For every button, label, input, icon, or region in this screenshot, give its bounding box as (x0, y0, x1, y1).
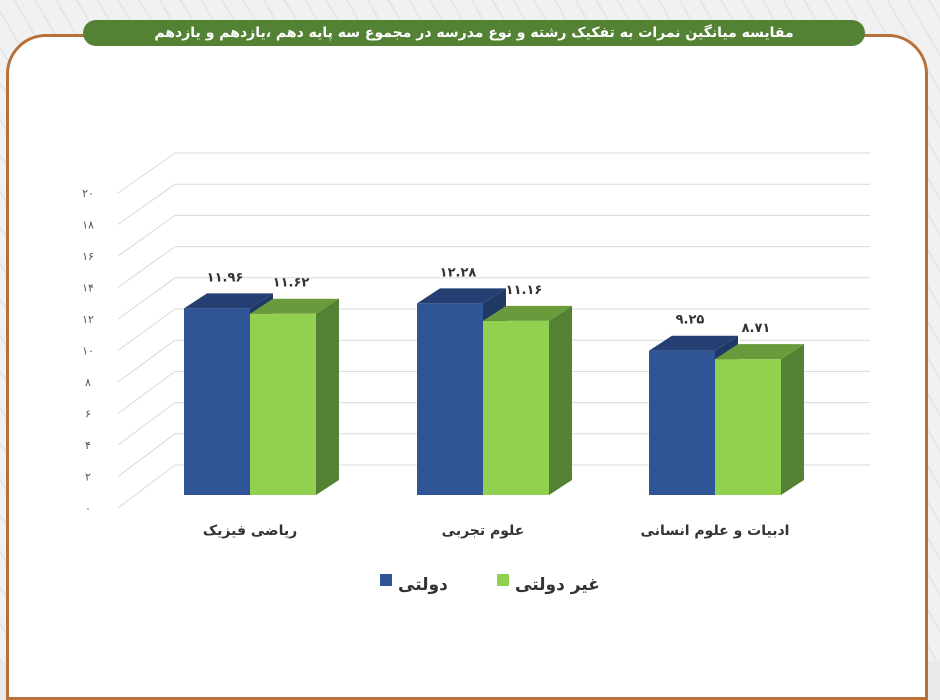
gridline-depth (117, 402, 176, 446)
bar-top (483, 305, 572, 321)
bar-side (316, 298, 339, 495)
gridline-depth (117, 339, 176, 383)
legend-label: غیر دولتی (515, 575, 600, 595)
bar-side (549, 305, 572, 495)
data-label: ۸.۷۱ (742, 321, 771, 336)
y-tick-label: ۱۸ (82, 219, 94, 232)
bar-top (715, 344, 804, 360)
y-tick-label: ۲ (85, 471, 91, 484)
gridline-depth (117, 152, 176, 194)
bar-top (250, 298, 339, 314)
gridline-depth (117, 183, 176, 225)
x-category-label: ادبیات و علوم انسانی (641, 523, 790, 539)
gridline-depth (117, 277, 176, 320)
legend-swatch (380, 574, 392, 586)
gridline-depth (117, 370, 176, 414)
gridline-depth (117, 433, 176, 477)
bar (417, 303, 483, 495)
x-category-label: علوم تجربی (442, 523, 525, 539)
data-label: ۹.۲۵ (676, 313, 705, 328)
gridline-depth (117, 308, 176, 351)
data-label: ۱۱.۱۶ (506, 283, 543, 298)
x-category-label: ریاضی فیزیک (203, 523, 297, 539)
data-label: ۱۲.۲۸ (440, 265, 477, 280)
y-tick-label: ۱۰ (82, 345, 94, 358)
bar-top (649, 335, 738, 351)
y-tick-label: ۱۶ (82, 250, 94, 263)
legend-label: دولتی (398, 575, 448, 595)
bar-chart: ۰ ۲ ۴ ۶ ۸ ۱۰ ۱۲ ۱۴ ۱۶ ۱۸ ۲۰ ۱۱.۹۶ ۱۱.۶۲ ریاضی فیزیک ۱۲… (82, 152, 870, 595)
y-tick-label: ۰ (85, 502, 91, 515)
y-tick-label: ۴ (85, 439, 91, 452)
bar (715, 359, 781, 495)
bar-side (781, 344, 804, 495)
gridline-depth (117, 214, 176, 257)
gridline-depth (117, 464, 176, 509)
legend-swatch (497, 574, 509, 586)
bar (250, 313, 316, 495)
data-label: ۱۱.۹۶ (207, 270, 244, 285)
bar-top (417, 288, 506, 304)
y-tick-label: ۸ (85, 376, 91, 389)
y-tick-label: ۶ (85, 408, 91, 421)
bar (483, 320, 549, 495)
y-tick-label: ۱۲ (82, 313, 94, 326)
data-label: ۱۱.۶۲ (273, 276, 310, 291)
bar-top (184, 293, 273, 309)
bar (649, 350, 715, 495)
gridline-depth (117, 246, 176, 288)
y-tick-label: ۲۰ (82, 187, 94, 200)
y-tick-label: ۱۴ (82, 282, 94, 295)
chart-title: مقایسه میانگین نمرات به تفکیک رشته و نوع… (83, 20, 865, 46)
bar (184, 308, 250, 495)
